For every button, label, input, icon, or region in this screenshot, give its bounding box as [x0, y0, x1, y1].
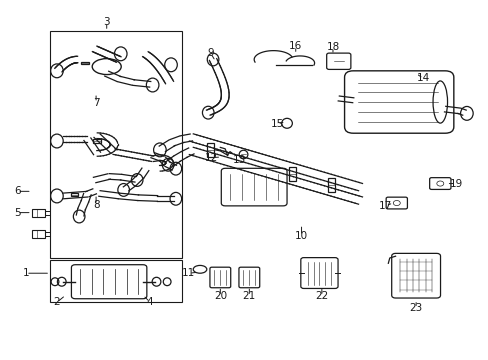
Text: 12: 12: [204, 153, 218, 163]
Text: 15: 15: [270, 119, 284, 129]
Text: 23: 23: [408, 303, 422, 313]
Bar: [32, 230, 45, 238]
Text: 14: 14: [416, 73, 429, 83]
Text: 11: 11: [182, 268, 195, 278]
Text: 5: 5: [14, 208, 20, 217]
Text: 1: 1: [22, 268, 29, 278]
Text: 9: 9: [207, 48, 214, 58]
Text: 10: 10: [294, 231, 307, 241]
Text: 2: 2: [54, 297, 60, 307]
Text: 7: 7: [93, 98, 99, 108]
Bar: [81, 62, 89, 64]
Text: 22: 22: [315, 291, 328, 301]
Text: 20: 20: [213, 291, 226, 301]
Bar: [289, 167, 296, 181]
Bar: [207, 143, 214, 157]
Text: 4: 4: [146, 297, 153, 307]
Text: 18: 18: [325, 42, 339, 52]
Bar: [71, 193, 78, 196]
Bar: [327, 178, 334, 192]
Bar: [50, 31, 181, 258]
Text: 16: 16: [288, 41, 302, 51]
Bar: [50, 260, 181, 302]
Text: 13: 13: [233, 155, 246, 165]
Text: 3: 3: [103, 17, 110, 27]
Text: 21: 21: [242, 291, 255, 301]
Bar: [93, 139, 101, 143]
Bar: [32, 209, 45, 216]
Text: 6: 6: [14, 186, 20, 196]
Text: 19: 19: [448, 179, 462, 189]
Text: 17: 17: [378, 201, 391, 211]
Text: 8: 8: [93, 200, 99, 210]
